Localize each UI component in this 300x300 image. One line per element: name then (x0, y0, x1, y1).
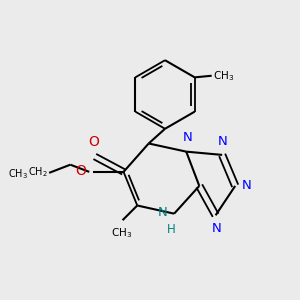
Text: O: O (88, 135, 99, 149)
Text: O: O (75, 164, 86, 178)
Text: CH$_3$: CH$_3$ (8, 168, 28, 182)
Text: N: N (242, 179, 251, 192)
Text: CH$_3$: CH$_3$ (111, 226, 133, 240)
Text: CH$_3$: CH$_3$ (213, 69, 234, 82)
Text: H: H (167, 224, 176, 236)
Text: N: N (158, 206, 168, 218)
Text: N: N (212, 223, 221, 236)
Text: N: N (218, 135, 228, 148)
Text: CH$_2$: CH$_2$ (28, 165, 47, 179)
Text: N: N (182, 131, 192, 145)
